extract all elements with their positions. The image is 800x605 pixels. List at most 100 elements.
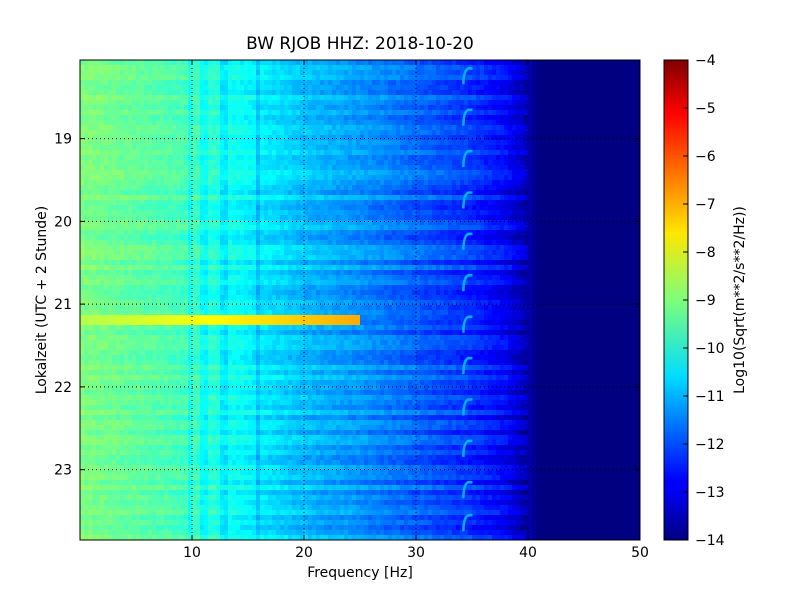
heat-cell [460,170,465,176]
heat-cell [124,175,129,181]
heat-cell [392,155,397,161]
heat-cell [220,155,225,161]
heat-cell [372,135,377,141]
heat-cell [412,105,417,111]
heat-cell [316,225,321,231]
heat-cell [336,120,341,126]
heat-cell [80,125,85,131]
heat-cell [256,100,261,106]
heat-cell [128,80,133,86]
heat-cell [480,140,485,146]
heat-cell [236,205,241,211]
heat-cell [616,120,621,126]
heat-cell [504,95,509,101]
heat-cell [524,85,529,91]
heat-cell [156,195,161,201]
heat-cell [152,215,157,221]
heat-cell [432,115,437,121]
heat-cell [216,105,221,111]
heat-cell [416,170,421,176]
heat-cell [568,100,573,106]
heat-cell [304,115,309,121]
heat-cell [140,190,145,196]
heat-cell [424,140,429,146]
heat-cell [400,135,405,141]
heat-cell [556,130,561,136]
heat-cell [468,70,473,76]
heat-cell [336,60,341,66]
heat-cell [556,65,561,71]
heat-cell [228,75,233,81]
heat-cell [364,140,369,146]
heat-cell [520,180,525,186]
heat-cell [100,105,105,111]
heat-cell [212,65,217,71]
heat-cell [320,155,325,161]
heat-cell [500,165,505,171]
heat-cell [564,195,569,201]
heat-cell [252,175,257,181]
heat-cell [568,160,573,166]
heat-cell [264,160,269,166]
heat-cell [356,160,361,166]
heat-cell [476,75,481,81]
heat-cell [300,150,305,156]
heat-cell [488,125,493,131]
heat-cell [304,120,309,126]
heat-cell [92,140,97,146]
heat-cell [272,220,277,226]
heat-cell [136,110,141,116]
heat-cell [588,100,593,106]
heat-cell [580,180,585,186]
heat-cell [160,185,165,191]
heat-cell [264,130,269,136]
heat-cell [588,80,593,86]
heat-cell [144,235,149,241]
heat-cell [356,95,361,101]
heat-cell [568,225,573,231]
heat-cell [452,195,457,201]
heat-cell [584,210,589,216]
heat-cell [480,115,485,121]
heat-cell [560,145,565,151]
heat-cell [460,210,465,216]
heat-cell [360,115,365,121]
heat-cell [160,210,165,216]
heat-cell [448,165,453,171]
heat-cell [580,105,585,111]
heat-cell [172,185,177,191]
heat-cell [248,65,253,71]
heat-cell [128,105,133,111]
heat-cell [612,200,617,206]
heat-cell [468,110,473,116]
heat-cell [124,110,129,116]
heat-cell [224,215,229,221]
heat-cell [232,110,237,116]
heat-cell [360,90,365,96]
heat-cell [500,135,505,141]
heat-cell [180,205,185,211]
heat-cell [308,90,313,96]
heat-cell [172,145,177,151]
heat-cell [428,190,433,196]
heat-cell [96,220,101,226]
heat-cell [144,120,149,126]
heat-cell [348,140,353,146]
heat-cell [456,145,461,151]
heat-cell [448,195,453,201]
heat-cell [148,180,153,186]
heat-cell [520,165,525,171]
heat-cell [544,220,549,226]
heat-cell [376,165,381,171]
heat-cell [340,100,345,106]
heat-cell [392,160,397,166]
heat-cell [492,215,497,221]
heat-cell [228,205,233,211]
heat-cell [148,140,153,146]
heat-cell [256,165,261,171]
heat-cell [396,105,401,111]
heat-cell [104,60,109,66]
heat-cell [156,165,161,171]
heat-cell [116,60,121,66]
heat-cell [588,170,593,176]
